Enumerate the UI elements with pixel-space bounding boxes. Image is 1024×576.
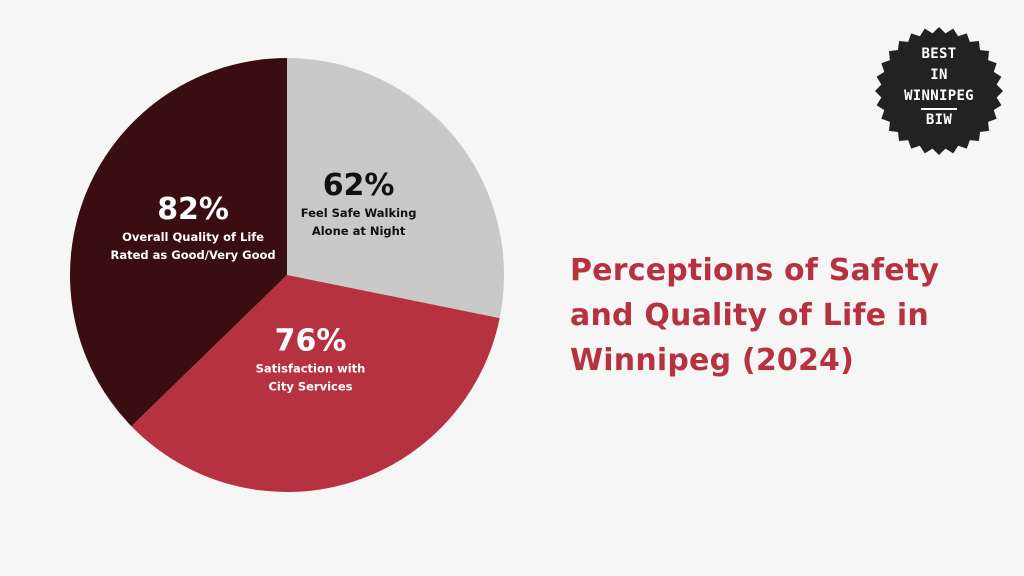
- badge-line: BEST: [921, 46, 957, 62]
- badge-seal-icon: [875, 27, 1003, 155]
- pie-slice: [287, 58, 505, 319]
- pie-slice-label: 82% Overall Quality of Life Rated as Good/…: [111, 192, 276, 262]
- badge-line: WINNIPEG: [904, 88, 974, 104]
- slice-category-label: Rated as Good/Very Good: [111, 248, 276, 262]
- badge-divider: [921, 108, 957, 110]
- pie-slice-label: 62% Feel Safe Walking Alone at Night: [301, 168, 417, 238]
- slice-category-label: Overall Quality of Life: [122, 230, 264, 244]
- badge-line: IN: [930, 67, 948, 83]
- badge-abbr: BIW: [925, 112, 953, 128]
- slice-value-label: 76%: [275, 324, 347, 359]
- slice-category-label: Satisfaction with: [256, 362, 366, 376]
- badge-text: BEST IN WINNIPEG BIW: [872, 44, 1006, 131]
- pie-slice: [69, 57, 287, 427]
- pie-slice-label: 76% Satisfaction with City Services: [256, 324, 366, 394]
- slice-category-label: Alone at Night: [312, 224, 406, 238]
- badge-seal-shape: [875, 27, 1003, 155]
- best-in-winnipeg-badge: BEST IN WINNIPEG BIW: [872, 24, 1006, 158]
- pie-slice: [131, 275, 500, 493]
- slice-value-label: 82%: [157, 192, 229, 227]
- slice-category-label: Feel Safe Walking: [301, 206, 417, 220]
- slice-value-label: 62%: [323, 168, 395, 203]
- slice-category-label: City Services: [268, 380, 352, 394]
- chart-title-line: Winnipeg (2024): [570, 343, 855, 378]
- chart-title-line: Perceptions of Safety: [570, 253, 940, 288]
- chart-title: Perceptions of Safety and Quality of Lif…: [570, 248, 1010, 383]
- chart-title-line: and Quality of Life in: [570, 298, 929, 333]
